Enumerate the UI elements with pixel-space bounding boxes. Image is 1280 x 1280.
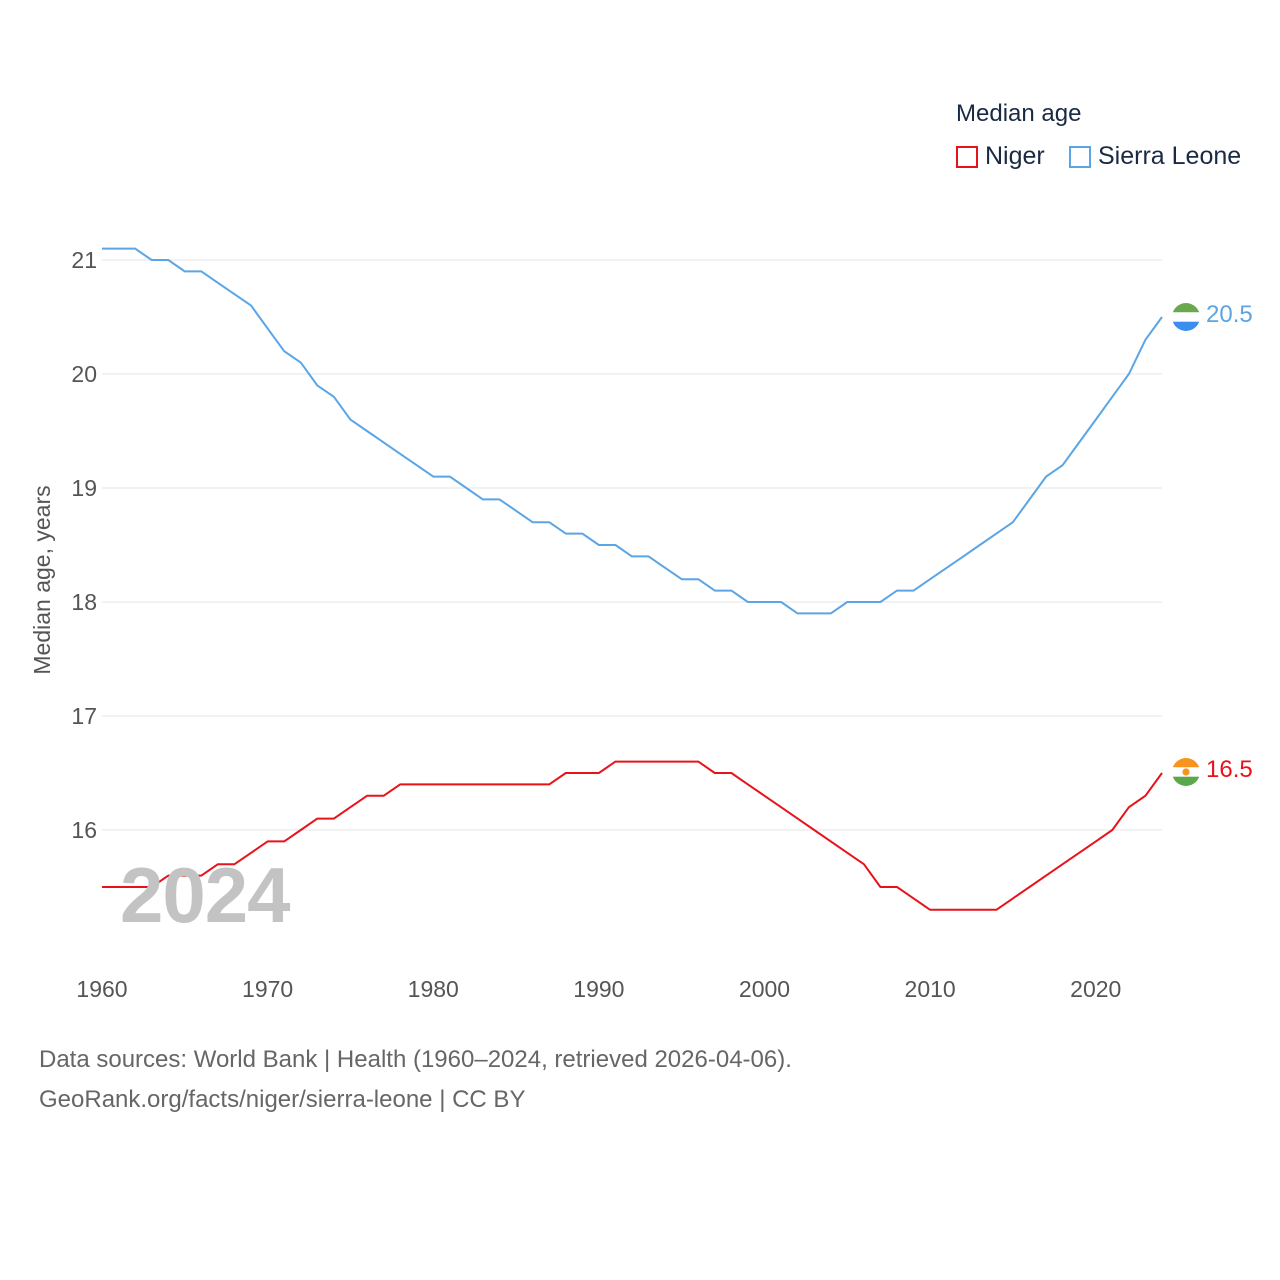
y-tick-label: 17 xyxy=(71,703,97,729)
legend-label-niger: Niger xyxy=(985,142,1045,170)
series-line-niger[interactable] xyxy=(102,760,1163,911)
x-tick-label: 2000 xyxy=(739,976,790,1002)
y-axis-ticks: 16 17 18 19 20 21 xyxy=(71,247,97,843)
x-tick-label: 1990 xyxy=(573,976,624,1002)
x-axis-ticks: 1960 1970 1980 1990 2000 2010 2020 xyxy=(76,976,1121,1002)
data-source-text: Data sources: World Bank | Health (1960–… xyxy=(39,1046,792,1073)
end-label-sierra-leone: 20.5 xyxy=(1206,301,1253,328)
y-axis-label: Median age, years xyxy=(29,485,55,674)
y-tick-label: 19 xyxy=(71,475,97,501)
legend-swatch-sierra-leone xyxy=(1069,145,1091,168)
niger-flag-icon xyxy=(1172,758,1200,786)
series-line-sierra-leone[interactable] xyxy=(102,247,1163,615)
y-tick-label: 18 xyxy=(71,589,97,615)
grid-lines xyxy=(102,259,1162,831)
x-tick-label: 2010 xyxy=(905,976,956,1002)
year-watermark: 2024 xyxy=(120,851,291,939)
x-tick-label: 1980 xyxy=(408,976,459,1002)
legend-item-sierra-leone[interactable]: Sierra Leone xyxy=(1069,142,1241,171)
y-tick-label: 21 xyxy=(71,247,97,273)
y-tick-label: 20 xyxy=(71,361,97,387)
sierra-leone-flag-icon xyxy=(1172,303,1200,331)
legend-item-niger[interactable]: Niger xyxy=(956,142,1045,171)
x-tick-label: 2020 xyxy=(1070,976,1121,1002)
series-lines xyxy=(102,247,1163,911)
legend-swatch-niger xyxy=(956,145,978,168)
y-tick-label: 16 xyxy=(71,817,97,843)
legend-title: Median age xyxy=(956,100,1082,127)
end-label-niger: 16.5 xyxy=(1206,756,1253,783)
legend-label-sierra-leone: Sierra Leone xyxy=(1098,142,1242,170)
x-tick-label: 1960 xyxy=(76,976,127,1002)
source-link[interactable]: GeoRank.org/facts/niger/sierra-leone | C… xyxy=(39,1086,526,1113)
x-tick-label: 1970 xyxy=(242,976,293,1002)
